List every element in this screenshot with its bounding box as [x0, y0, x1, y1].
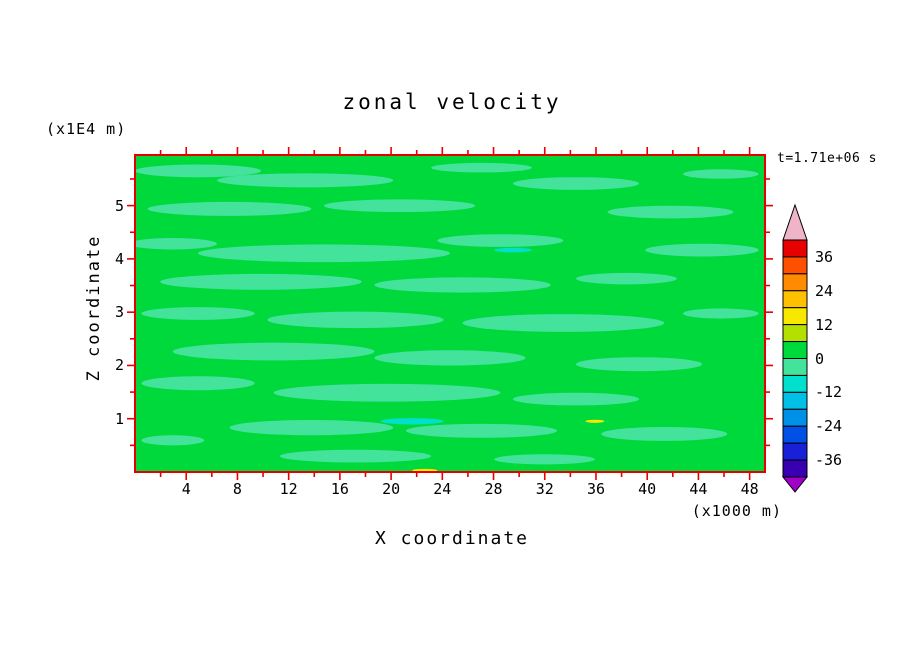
colorbar-segment [782, 391, 808, 410]
contour-patch [513, 177, 639, 190]
colorbar-over-arrow [782, 203, 808, 241]
colorbar-label: 12 [815, 315, 834, 334]
colorbar-label: -36 [815, 451, 843, 470]
contour-patch [462, 314, 665, 332]
y-tick-label: 5 [114, 196, 124, 215]
contour-patch [160, 273, 362, 290]
x-tick-label: 40 [638, 480, 657, 498]
y-axis-title: Z coordinate [84, 234, 104, 382]
colorbar-label: -24 [815, 417, 843, 436]
contour-patch [683, 169, 759, 179]
colorbar-label: -12 [815, 383, 843, 402]
x-tick-label: 20 [382, 480, 401, 498]
y-tick-label: 4 [114, 249, 124, 268]
contour-patch [324, 199, 476, 213]
colorbar-segment [782, 239, 808, 258]
contour-patch [494, 454, 595, 465]
contour-patch [279, 449, 432, 463]
contour-patch [273, 383, 501, 402]
velocity-field [135, 155, 765, 472]
x-tick-label: 16 [330, 480, 349, 498]
contour-patch [683, 308, 759, 319]
x-tick-label: 12 [279, 480, 298, 498]
colorbar-under-arrow [781, 476, 809, 493]
contour-patch [431, 162, 532, 173]
colorbar-segment [782, 374, 808, 393]
contour-patch [267, 311, 444, 329]
x-axis-title: X coordinate [374, 528, 530, 549]
colorbar-segment [782, 341, 808, 360]
contour-patch [216, 173, 394, 188]
contour-patch [607, 205, 734, 219]
contour-patch [135, 238, 217, 250]
contour-patch [172, 342, 375, 361]
plot-frame [134, 154, 766, 473]
y-tick-label: 3 [114, 303, 124, 322]
contour-patch [374, 350, 526, 366]
y-axis-unit-label: (x1E4 m) [46, 120, 127, 138]
colorbar-segment [782, 324, 808, 343]
y-tick-label: 1 [114, 409, 124, 428]
colorbar-segment [782, 307, 808, 326]
colorbar-segment [782, 273, 808, 292]
colorbar-segment [782, 256, 808, 275]
axis-ticks [127, 147, 773, 480]
contour-patch [141, 435, 205, 446]
contour-patch [141, 376, 255, 391]
x-tick-label: 4 [181, 480, 191, 498]
contour-patch [576, 357, 702, 372]
colorbar-segment [782, 442, 808, 461]
colorbar-segment [782, 459, 808, 478]
colorbar-segment [782, 425, 808, 444]
x-tick-label: 32 [535, 480, 554, 498]
contour-patch [380, 418, 444, 425]
chart-title: zonal velocity [342, 90, 562, 114]
contour-patch [135, 164, 261, 178]
colorbar-segment [782, 408, 808, 427]
contour-patch [374, 277, 551, 293]
x-tick-label: 36 [586, 480, 605, 498]
contour-patch [437, 234, 564, 247]
colorbar-segment [782, 358, 808, 376]
colorbar [781, 203, 809, 493]
colorbar-label: 36 [815, 247, 834, 266]
contour-patch [405, 423, 558, 438]
contour-patch [141, 307, 255, 320]
colorbar-label: 24 [815, 281, 834, 300]
x-tick-label: 24 [433, 480, 452, 498]
contour-patch [198, 244, 450, 263]
contour-patch [645, 243, 759, 257]
contour-patch [229, 420, 394, 436]
colorbar-label: 0 [815, 349, 825, 368]
contour-patch [494, 247, 532, 253]
x-tick-label: 8 [232, 480, 242, 498]
contour-patch [585, 419, 605, 423]
contour-patch [513, 392, 639, 406]
contour-patch [601, 426, 728, 441]
contour-patch [576, 272, 677, 285]
x-axis-unit-label: (x1000 m) [691, 502, 782, 520]
x-tick-label: 44 [689, 480, 708, 498]
y-tick-label: 2 [114, 356, 124, 375]
x-tick-label: 28 [484, 480, 503, 498]
timestamp-annotation: t=1.71e+06 s [777, 151, 877, 166]
colorbar-segment [782, 290, 808, 309]
contour-patch [147, 201, 312, 216]
x-tick-label: 48 [740, 480, 759, 498]
